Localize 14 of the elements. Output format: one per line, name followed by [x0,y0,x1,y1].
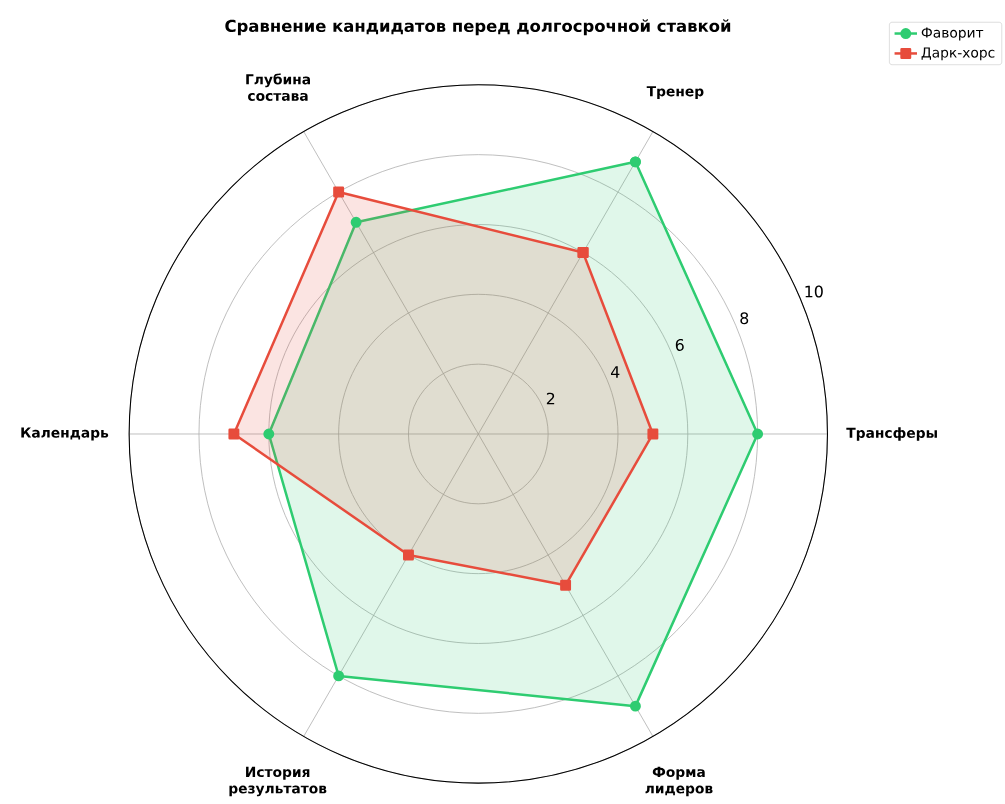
y-tick-label: 6 [675,338,684,351]
spoke-label: Тренер [646,86,704,99]
chart-title: Сравнение кандидатов перед долгосрочной ставкой [225,19,731,36]
spoke-label: Трансферы [846,427,937,441]
y-tick-label: 4 [610,366,620,378]
y-tick-label: 8 [740,312,749,325]
spoke-label: История результатов [229,766,327,797]
legend-label: Фаворит [921,27,984,41]
y-tick-label: 2 [546,392,555,405]
y-tick-label: 10 [805,285,823,298]
spoke-label: Глубина состава [246,73,310,101]
spoke-label: Календарь [21,427,109,441]
spoke-label: Форма лидеров [645,766,713,797]
legend-label: Дарк-хорс [921,47,995,61]
